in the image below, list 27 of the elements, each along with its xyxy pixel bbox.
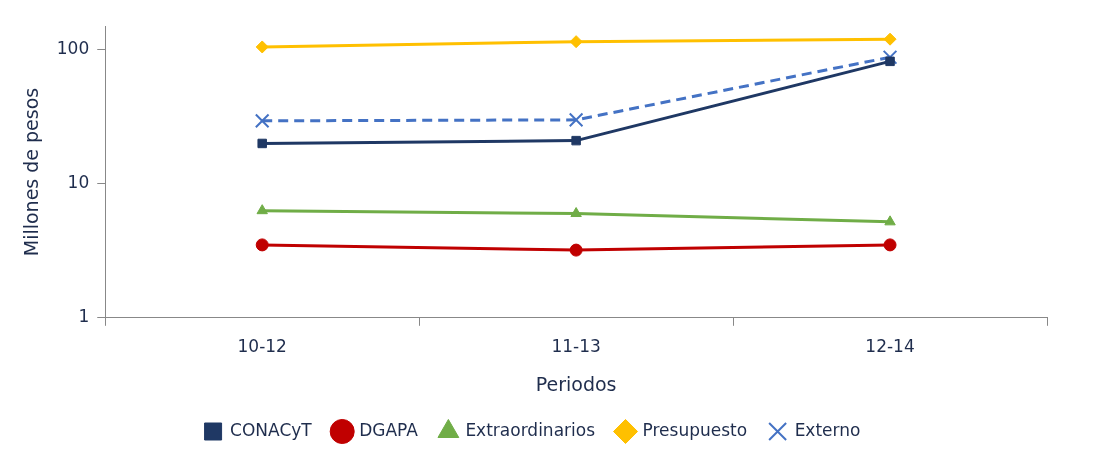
point — [883, 32, 897, 46]
legend-label: Extraordinarios — [465, 419, 596, 440]
y-tick-label: 100 — [56, 38, 90, 59]
point — [883, 238, 897, 252]
x-axis-title: Periodos — [535, 372, 617, 395]
legend-label: Externo — [794, 419, 861, 440]
point — [254, 113, 270, 129]
point — [884, 215, 896, 226]
point — [257, 138, 267, 149]
point — [570, 207, 582, 218]
legend-label: DGAPA — [359, 419, 419, 440]
y-axis-title: Millones de pesos — [20, 87, 43, 257]
legend-label: Presupuesto — [642, 419, 748, 440]
y-tick-label: 1 — [78, 306, 90, 327]
point — [255, 238, 269, 252]
point — [885, 56, 895, 67]
y-tick-label: 10 — [67, 172, 90, 193]
point — [569, 243, 583, 257]
point — [571, 135, 581, 146]
point — [255, 40, 269, 54]
legend-label: CONACyT — [230, 419, 313, 440]
point — [569, 35, 583, 49]
x-tick-label: 11-13 — [551, 336, 601, 357]
point — [256, 204, 268, 215]
point — [568, 112, 584, 128]
x-tick-label: 12-14 — [865, 336, 915, 357]
x-tick-label: 10-12 — [237, 336, 287, 357]
